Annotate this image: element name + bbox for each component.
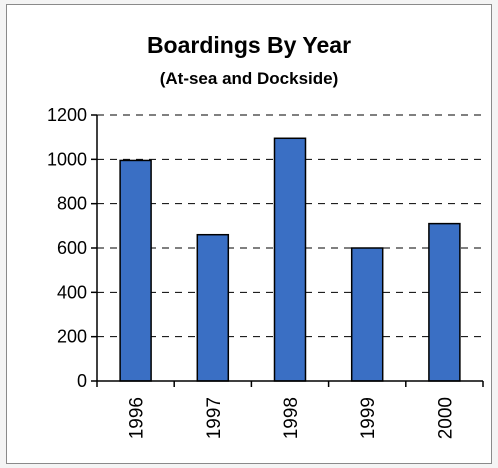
- bars: [119, 137, 461, 382]
- bar-1998: [273, 137, 307, 382]
- bar-2000: [428, 222, 461, 382]
- y-tick-label-600: 600: [57, 238, 87, 258]
- x-category-label-1999: 1999: [358, 397, 379, 439]
- y-tick-label-200: 200: [57, 327, 87, 347]
- chart-title: Boardings By Year: [147, 32, 351, 58]
- x-category-label-1996: 1996: [127, 397, 148, 439]
- chart-frame: Boardings By Year (At-sea and Dockside) …: [6, 4, 492, 464]
- y-tick-label-1000: 1000: [47, 149, 87, 169]
- axes: [91, 114, 484, 387]
- x-category-labels: 1996 1997 1998 1999 2000: [127, 397, 457, 439]
- bar-1999: [350, 247, 384, 382]
- x-category-label-1997: 1997: [204, 397, 225, 439]
- bar-1997: [196, 233, 230, 382]
- bar-chart: Boardings By Year (At-sea and Dockside) …: [47, 32, 484, 439]
- y-tick-label-400: 400: [57, 282, 87, 302]
- x-category-label-2000: 2000: [435, 397, 456, 439]
- y-tick-labels: 0 200 400 600 800 1000 1200: [47, 105, 87, 391]
- y-tick-label-800: 800: [57, 194, 87, 214]
- y-tick-label-1200: 1200: [47, 105, 87, 125]
- y-tick-label-0: 0: [77, 371, 87, 391]
- chart-subtitle: (At-sea and Dockside): [160, 69, 339, 88]
- x-category-label-1998: 1998: [281, 397, 302, 439]
- bar-1996: [119, 159, 152, 382]
